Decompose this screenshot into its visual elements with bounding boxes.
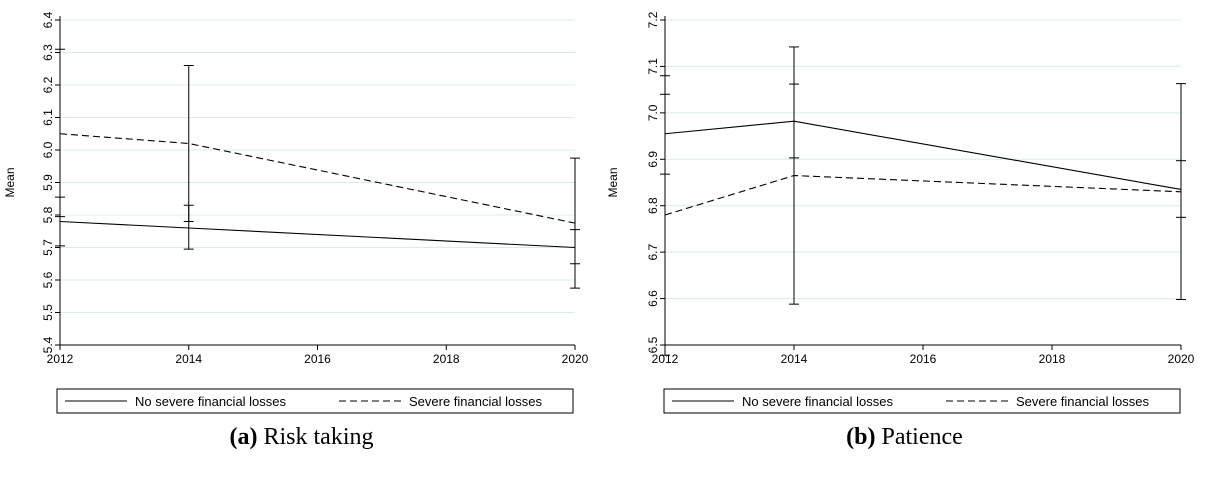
x-tick-label: 2016 [304, 352, 331, 366]
y-tick-label: 7.0 [646, 104, 660, 121]
chart-patience: 6.5 6.6 6.7 6.8 6.9 7.0 7.1 7.2 2012 2014 2016 2018… [606, 11, 1195, 414]
legend-label: Severe financial losses [1016, 394, 1149, 409]
y-tick-label: 5.4 [41, 336, 55, 353]
chart-risk-taking: 5.4 5.5 5.6 5.7 5.8 5.9 6.0 6.1 6.2 6.3 6.4 2012 201… [3, 11, 589, 414]
y-tick-label: 7.2 [646, 11, 660, 28]
x-tick-label: 2018 [1039, 352, 1066, 366]
y-tick-label: 5.8 [41, 206, 55, 223]
caption-patience: (b) Patience [603, 424, 1206, 451]
legend-box [663, 388, 1181, 414]
legend-label: Severe financial losses [409, 394, 542, 409]
y-tick-label: 6.9 [646, 151, 660, 168]
legend-label: No severe financial losses [135, 394, 287, 409]
caption-text: Patience [881, 424, 963, 450]
caption-risk-taking: (a) Risk taking [0, 424, 603, 451]
y-tick-label: 6.0 [41, 141, 55, 158]
y-tick-label: 6.4 [41, 11, 55, 28]
y-tick-label: 7.1 [646, 58, 660, 75]
x-tick-label: 2016 [910, 352, 937, 366]
caption-text: Risk taking [263, 424, 374, 450]
series-line-severe [664, 174, 1182, 216]
chart-panel-patience: 6.5 6.6 6.7 6.8 6.9 7.0 7.1 7.2 2012 2014 2016 2018… [603, 0, 1206, 482]
y-tick-label: 5.6 [41, 271, 55, 288]
x-tick-label: 2020 [562, 352, 589, 366]
caption-tag: (b) [846, 424, 876, 450]
y-tick-label: 6.2 [41, 76, 55, 93]
chart-panel-risk-taking: 5.4 5.5 5.6 5.7 5.8 5.9 6.0 6.1 6.2 6.3 6.4 2012 201… [0, 11, 603, 451]
x-tick-label: 2014 [175, 352, 202, 366]
x-tick-label: 2012 [652, 352, 679, 366]
series-line-no-severe [59, 220, 576, 249]
x-tick-label: 2020 [1168, 352, 1195, 366]
legend-box [56, 388, 574, 414]
series-line-no-severe [664, 120, 1182, 191]
y-tick-label: 6.6 [646, 290, 660, 307]
y-tick-label: 6.7 [646, 243, 660, 260]
y-tick-label: 5.5 [41, 304, 55, 321]
y-tick-label: 6.5 [646, 336, 660, 353]
y-tick-label: 6.8 [646, 197, 660, 214]
x-tick-label: 2012 [47, 352, 74, 366]
legend-label: No severe financial losses [742, 394, 894, 409]
y-tick-label: 6.1 [41, 109, 55, 126]
series-line-severe [59, 133, 576, 224]
y-axis-title: Mean [606, 167, 620, 197]
y-tick-label: 5.9 [41, 174, 55, 191]
x-tick-label: 2018 [433, 352, 460, 366]
y-tick-label: 5.7 [41, 239, 55, 256]
y-tick-label: 6.3 [41, 44, 55, 61]
caption-tag: (a) [229, 424, 258, 450]
y-axis-title: Mean [3, 167, 17, 197]
x-tick-label: 2014 [781, 352, 808, 366]
